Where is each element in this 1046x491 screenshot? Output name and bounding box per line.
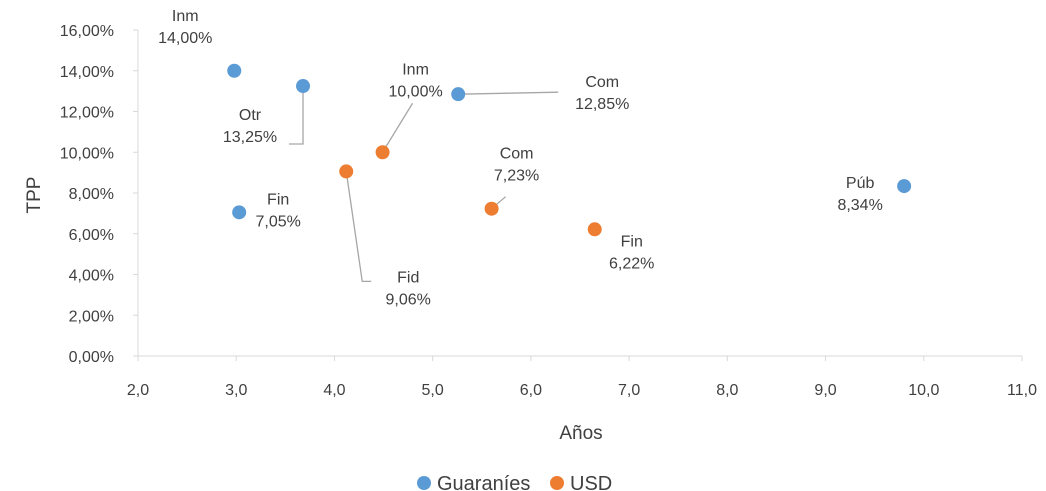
legend-marker: [550, 476, 564, 490]
point-category-label: Inm: [402, 61, 429, 78]
point-category-label: Com: [585, 74, 619, 91]
point-category-label: Otr: [239, 107, 262, 124]
data-point: [339, 164, 354, 179]
point-value-label: 7,05%: [255, 213, 300, 230]
y-tick-label: 12,00%: [60, 105, 114, 122]
point-value-label: 7,23%: [494, 168, 539, 185]
x-tick-label: 2,0: [127, 382, 149, 399]
point-category-label: Fin: [267, 191, 289, 208]
leader-line: [345, 171, 372, 283]
y-tick-label: 4,00%: [69, 268, 114, 285]
point-category-label: Púb: [846, 175, 875, 192]
point-value-label: 8,34%: [837, 197, 882, 214]
x-tick-label: 11,0: [1007, 382, 1037, 399]
legend-label: USD: [570, 473, 612, 491]
x-tick-label: 4,0: [323, 382, 345, 399]
y-tick-label: 14,00%: [60, 64, 114, 81]
data-point: [587, 222, 602, 237]
x-tick-label: 3,0: [225, 382, 247, 399]
data-point: [451, 87, 466, 102]
y-tick-label: 16,00%: [60, 23, 114, 40]
point-value-label: 14,00%: [158, 30, 212, 47]
point-category-label: Inm: [172, 8, 199, 25]
point-category-label: Com: [500, 146, 534, 163]
data-point: [232, 205, 247, 220]
y-tick-label: 6,00%: [69, 227, 114, 244]
point-value-label: 12,85%: [575, 96, 629, 113]
point-category-label: Fin: [621, 233, 643, 250]
y-tick-label: 0,00%: [69, 349, 114, 366]
leader-line: [382, 102, 414, 153]
x-tick-label: 10,0: [908, 382, 939, 399]
data-point: [296, 79, 311, 94]
point-category-label: Fid: [397, 269, 419, 286]
leader-line: [289, 86, 304, 145]
legend-label: Guaraníes: [437, 473, 530, 491]
data-point: [897, 179, 912, 194]
y-tick-label: 10,00%: [60, 145, 114, 162]
x-tick-label: 7,0: [618, 382, 640, 399]
y-tick-label: 8,00%: [69, 186, 114, 203]
x-tick-label: 6,0: [520, 382, 542, 399]
leader-line: [458, 91, 559, 95]
axes: 2,0 3,0 4,0 5,0 6,0 7,0 8,0 9,0 10,0 11,0 0,00% 2,0…: [60, 23, 1037, 399]
point-value-label: 10,00%: [388, 83, 442, 100]
data-points: [227, 63, 912, 237]
data-point: [375, 145, 390, 160]
y-axis-title: TPP: [24, 177, 45, 214]
x-tick-label: 9,0: [814, 382, 836, 399]
data-point: [227, 63, 242, 78]
data-point: [484, 201, 499, 216]
point-value-label: 6,22%: [609, 255, 654, 272]
legend-marker: [417, 476, 431, 490]
point-value-label: 9,06%: [386, 291, 431, 308]
x-axis-title: Años: [559, 423, 602, 444]
legend: Guaraníes USD: [417, 473, 612, 491]
y-tick-label: 2,00%: [69, 308, 114, 325]
x-tick-label: 5,0: [422, 382, 444, 399]
data-labels: Inm 14,00% Otr 13,25% Com 12,85% Fin 7,05% Púb 8,…: [158, 8, 883, 309]
leader-lines: [289, 86, 559, 283]
point-value-label: 13,25%: [223, 129, 277, 146]
x-tick-label: 8,0: [716, 382, 738, 399]
